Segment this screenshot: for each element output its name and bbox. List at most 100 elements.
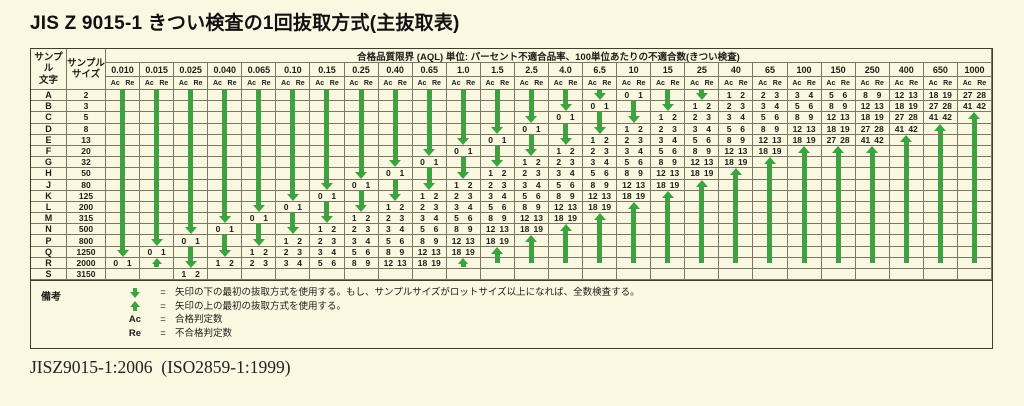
down-arrow-icon — [208, 145, 241, 157]
plan-cell — [957, 246, 992, 258]
plan-cell — [583, 246, 618, 258]
ac-value: 2 — [658, 123, 664, 134]
plan-cell — [412, 168, 447, 180]
ac-value: 18 — [826, 123, 837, 134]
plan-cell — [514, 257, 549, 269]
down-arrow-icon — [208, 235, 241, 246]
page-title: JIS Z 9015-1 きつい検査の1回抜取方式(主抜取表) — [30, 13, 460, 34]
plan-cell — [957, 224, 992, 236]
plan-cell — [412, 112, 447, 124]
re-label: Re — [329, 79, 339, 87]
ac-value: 3 — [522, 179, 528, 190]
legend-text: 矢印の上の最初の抜取方式を使用する。 — [175, 300, 347, 312]
plan-cell — [378, 90, 413, 102]
re-value: 4 — [399, 224, 405, 235]
up-arrow-icon — [958, 168, 991, 179]
down-arrow-icon — [276, 190, 309, 201]
plan-cell — [446, 157, 481, 169]
plan-cell — [957, 201, 992, 214]
aql-value-cell: 15 — [651, 63, 686, 77]
plan-cell — [412, 269, 447, 281]
plan-cell — [923, 224, 958, 236]
down-arrow-icon — [413, 123, 446, 134]
re-value: 42 — [976, 101, 986, 112]
plan-cell — [855, 168, 890, 180]
down-arrow-icon — [447, 101, 480, 112]
ac-value: 5 — [760, 112, 766, 123]
plan-cell — [208, 134, 243, 146]
up-arrow-icon — [856, 145, 889, 157]
ac-value: 12 — [485, 224, 496, 235]
plan-cell — [242, 235, 277, 247]
ac-label: Ac — [792, 79, 802, 87]
down-arrow-icon — [242, 179, 275, 190]
re-value: 1 — [501, 134, 507, 145]
plan-cell — [378, 190, 413, 202]
plan-cell: 12 13 — [617, 179, 652, 191]
down-arrow-icon — [174, 257, 207, 268]
plan-cell — [208, 246, 243, 258]
down-arrow-icon — [379, 145, 412, 157]
plan-cell — [583, 213, 618, 225]
plan-cell — [753, 224, 788, 236]
plan-cell: 18 19 — [889, 101, 924, 113]
re-value: 13 — [635, 179, 646, 190]
plan-cell — [140, 269, 175, 281]
down-arrow-icon — [379, 101, 412, 112]
ac-value: 2 — [249, 257, 255, 268]
re-label: Re — [534, 79, 544, 87]
plan-cell — [787, 246, 822, 258]
ac-label: Ac — [656, 79, 665, 87]
aql-value-cell: 1.5 — [480, 63, 515, 77]
re-value: 4 — [535, 179, 541, 190]
plan-cell — [446, 101, 481, 113]
re-value: 4 — [365, 235, 371, 246]
plan-cell — [617, 101, 652, 113]
sample-size-cell: 5 — [67, 112, 106, 124]
plan-cell — [480, 112, 515, 124]
plan-cell — [514, 134, 549, 146]
plan-cell — [685, 201, 720, 214]
ac-label: Ac — [213, 79, 222, 87]
sample-letter-cell: B — [31, 101, 67, 113]
ac-re-header-cell: Ac Re — [344, 77, 379, 90]
aql-value-cell: 0.15 — [310, 63, 345, 77]
ac-value: 0 — [113, 257, 119, 268]
ac-value: 12 — [894, 90, 905, 101]
up-arrow-icon — [958, 134, 991, 145]
aql-value-cell: 25 — [685, 63, 720, 77]
down-arrow-icon — [515, 90, 548, 101]
up-arrow-icon — [822, 179, 855, 190]
down-arrow-icon — [106, 112, 139, 123]
plan-cell — [957, 190, 992, 202]
ac-re-header-cell: Ac Re — [310, 77, 345, 90]
re-value: 13 — [737, 146, 748, 157]
sample-size-header-line: サンプル — [67, 57, 105, 69]
plan-cell — [412, 179, 447, 191]
plan-cell — [174, 190, 209, 202]
plan-cell — [480, 145, 515, 158]
up-arrow-icon — [719, 179, 752, 190]
plan-cell — [549, 235, 584, 247]
down-arrow-icon — [515, 112, 548, 123]
up-arrow-icon — [685, 190, 718, 201]
ac-value: 5 — [590, 168, 596, 179]
up-arrow-icon — [958, 213, 991, 224]
plan-cell: 18 19 — [514, 224, 549, 236]
ac-value: 8 — [794, 112, 800, 123]
plan-cell — [310, 213, 345, 225]
plan-cell — [446, 123, 481, 135]
plan-cell — [242, 123, 277, 135]
ac-value: 0 — [420, 157, 425, 168]
ac-label: Ac — [281, 79, 291, 87]
